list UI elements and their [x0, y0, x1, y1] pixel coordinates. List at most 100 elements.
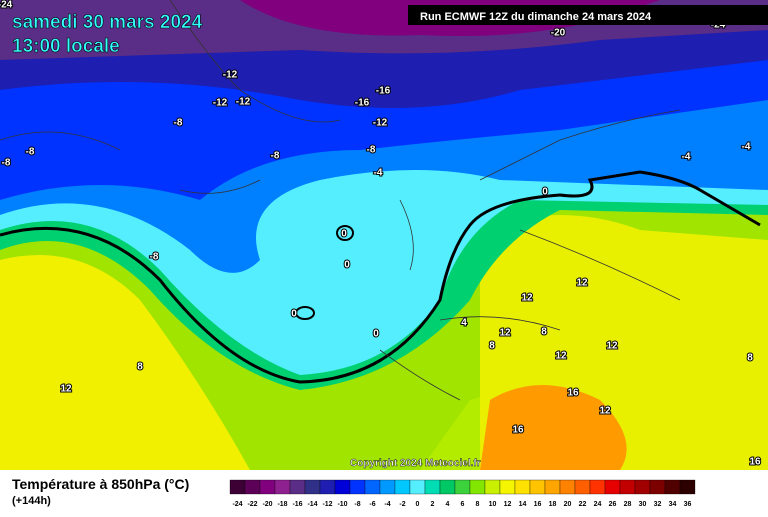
- contour-label: 16: [749, 457, 761, 468]
- scale-swatch: [349, 479, 366, 495]
- scale-swatch: [379, 479, 396, 495]
- contour-label: -8: [150, 252, 159, 263]
- contour-label: 8: [747, 353, 753, 364]
- contour-label: -16: [355, 98, 370, 109]
- contour-label: 12: [576, 278, 588, 289]
- run-info: Run ECMWF 12Z du dimanche 24 mars 2024: [420, 11, 652, 23]
- scale-label: 26: [609, 501, 617, 508]
- scale-swatch: [304, 479, 321, 495]
- scale-label: 10: [489, 501, 497, 508]
- zero-contour-small: [336, 225, 354, 241]
- scale-label: 36: [684, 501, 692, 508]
- scale-label: -8: [354, 501, 360, 508]
- scale-swatch: [634, 479, 651, 495]
- contour-label: -8: [2, 158, 11, 169]
- scale-label: -22: [247, 501, 257, 508]
- contour-label: -12: [223, 70, 238, 81]
- scale-swatch: [454, 479, 471, 495]
- contour-label: 12: [606, 341, 618, 352]
- coastline: [0, 0, 681, 401]
- scale-swatch: [424, 479, 441, 495]
- contour-label: 8: [489, 341, 495, 352]
- contour-label: -8: [271, 151, 280, 162]
- copyright: Copyright 2024 Meteociel.fr: [350, 458, 481, 469]
- scale-swatch: [559, 479, 576, 495]
- contour-label: 0: [542, 187, 548, 198]
- contour-label: -8: [367, 145, 376, 156]
- contour-label: 12: [555, 351, 567, 362]
- scale-label: 20: [564, 501, 572, 508]
- scale-swatch: [514, 479, 531, 495]
- scale-label: 8: [476, 501, 480, 508]
- contour-label: 0: [291, 309, 297, 320]
- contour-label: -20: [551, 28, 566, 39]
- zero-isotherm: [0, 170, 761, 384]
- contour-label: -12: [373, 118, 388, 129]
- scale-swatch: [484, 479, 501, 495]
- contour-label: -12: [236, 97, 251, 108]
- zero-contour-small: [295, 306, 315, 320]
- scale-label: 30: [639, 501, 647, 508]
- scale-swatch: [244, 479, 261, 495]
- scale-label: -2: [399, 501, 405, 508]
- scale-label: -12: [322, 501, 332, 508]
- scale-label: -20: [262, 501, 272, 508]
- scale-label: 14: [519, 501, 527, 508]
- scale-swatch: [229, 479, 246, 495]
- scale-swatch: [544, 479, 561, 495]
- region-orange: [480, 385, 627, 470]
- scale-swatch: [529, 479, 546, 495]
- scale-label: -6: [369, 501, 375, 508]
- scale-label: -18: [277, 501, 287, 508]
- scale-swatch: [664, 479, 681, 495]
- legend-title: Température à 850hPa (°C): [12, 476, 189, 492]
- scale-swatch: [334, 479, 351, 495]
- scale-label: 12: [504, 501, 512, 508]
- scale-swatch: [259, 479, 276, 495]
- run-banner: [408, 5, 768, 25]
- contour-label: -16: [376, 86, 391, 97]
- legend-lead: (+144h): [12, 495, 51, 507]
- contour-label: 12: [499, 328, 511, 339]
- contour-label: -4: [742, 142, 751, 153]
- scale-label: -4: [384, 501, 390, 508]
- scale-label: 18: [549, 501, 557, 508]
- contour-label: 0: [344, 260, 350, 271]
- scale-swatch: [469, 479, 486, 495]
- scale-swatch: [439, 479, 456, 495]
- scale-swatch: [619, 479, 636, 495]
- scale-label: -10: [337, 501, 347, 508]
- scale-label: 0: [416, 501, 420, 508]
- contour-label: 12: [521, 293, 533, 304]
- contour-label: 4: [461, 318, 467, 329]
- scale-label: 6: [461, 501, 465, 508]
- scale-swatch: [679, 479, 696, 495]
- scale-label: 16: [534, 501, 542, 508]
- region-yellow: [0, 255, 250, 470]
- scale-swatch: [589, 479, 606, 495]
- contour-label: 0: [341, 229, 347, 240]
- scale-swatch: [319, 479, 336, 495]
- scale-label: 28: [624, 501, 632, 508]
- contour-label: 12: [60, 384, 72, 395]
- scale-label: -16: [292, 501, 302, 508]
- scale-swatch: [289, 479, 306, 495]
- contour-label: 8: [541, 327, 547, 338]
- contour-label: 16: [567, 388, 579, 399]
- scale-swatch: [394, 479, 411, 495]
- scale-label: -24: [232, 501, 242, 508]
- contour-label: -8: [174, 118, 183, 129]
- scale-label: 22: [579, 501, 587, 508]
- scale-label: 2: [431, 501, 435, 508]
- contour-label: 16: [512, 425, 524, 436]
- forecast-time: 13:00 locale: [12, 36, 120, 57]
- scale-label: 32: [654, 501, 662, 508]
- scale-swatch: [409, 479, 426, 495]
- contour-label: -4: [682, 152, 691, 163]
- scale-swatch: [649, 479, 666, 495]
- scale-label: 34: [669, 501, 677, 508]
- scale-label: -14: [307, 501, 317, 508]
- contour-label: -24: [0, 0, 13, 11]
- contour-label: -4: [374, 168, 383, 179]
